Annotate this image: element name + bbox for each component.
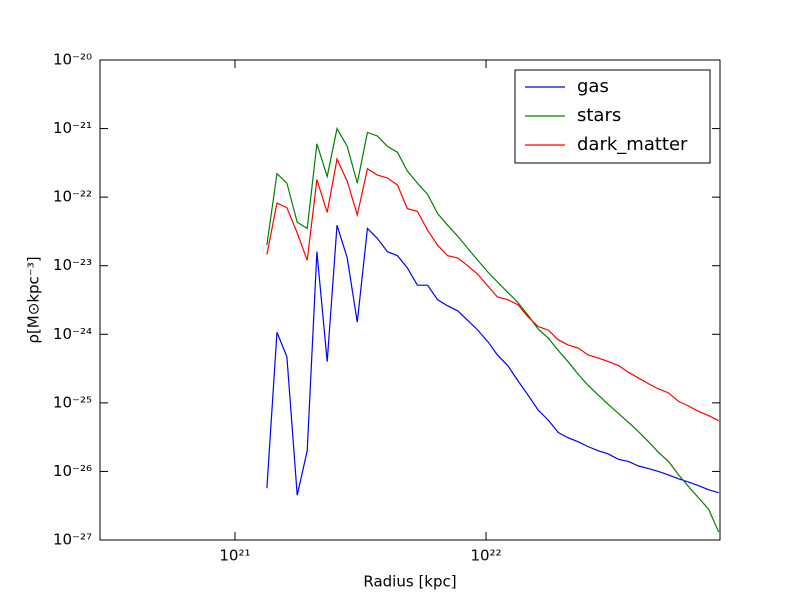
x-tick-label: 10²² [470,547,501,565]
y-tick-label: 10⁻²⁵ [53,393,92,411]
y-tick-label: 10⁻²² [53,188,92,206]
legend-label: stars [577,105,621,126]
legend-box [514,69,711,164]
y-axis-label: ρ[M⊙kpc⁻³] [25,256,43,343]
legend-label: dark_matter [577,134,688,155]
x-tick-label: 10²¹ [219,547,250,565]
y-tick-label: 10⁻²¹ [53,119,92,137]
series-line [266,126,720,533]
y-tick-label: 10⁻²³ [53,256,92,274]
series-line [266,225,719,496]
y-tick-label: 10⁻²⁰ [53,51,92,69]
series-line [266,157,719,422]
x-axis-label: Radius [kpc] [363,573,456,591]
plot-frame [99,59,721,541]
y-tick-label: 10⁻²⁷ [53,531,92,549]
y-tick-label: 10⁻²⁶ [53,462,92,480]
y-tick-label: 10⁻²⁴ [53,325,92,343]
legend-label: gas [577,76,609,97]
